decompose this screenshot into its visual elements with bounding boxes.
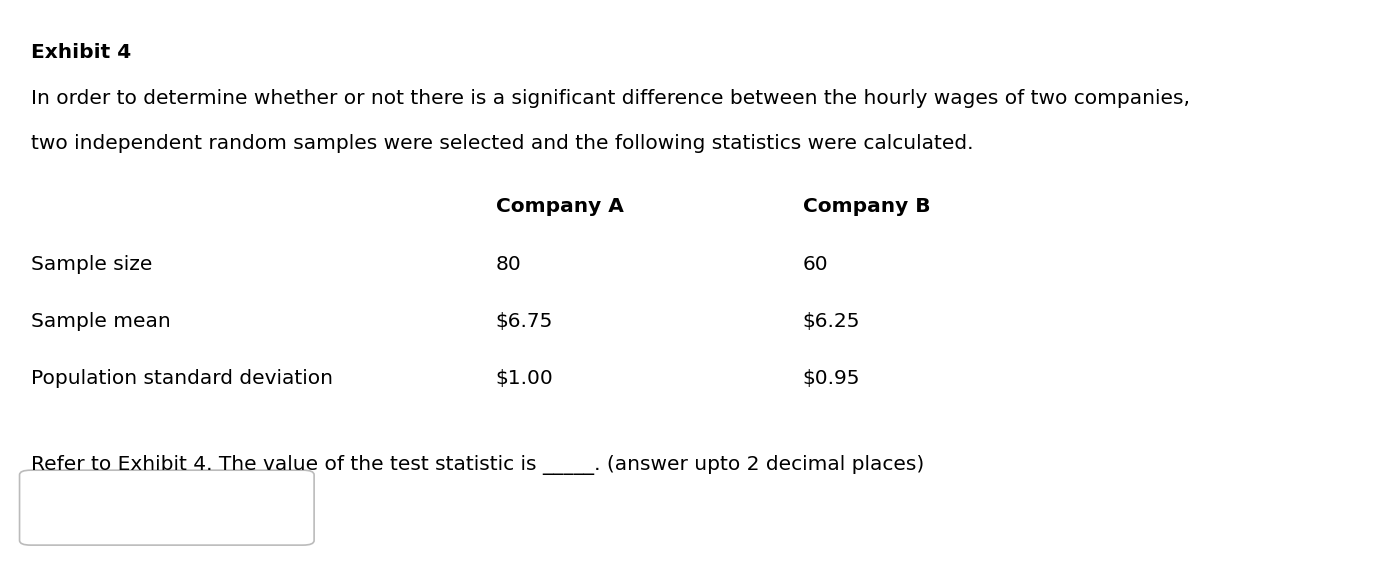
- Text: Population standard deviation: Population standard deviation: [31, 369, 332, 388]
- Text: Refer to Exhibit 4. The value of the test statistic is _____. (answer upto 2 dec: Refer to Exhibit 4. The value of the tes…: [31, 455, 924, 475]
- Text: Sample mean: Sample mean: [31, 312, 170, 331]
- Text: $1.00: $1.00: [496, 369, 553, 388]
- FancyBboxPatch shape: [20, 470, 314, 545]
- Text: $0.95: $0.95: [803, 369, 860, 388]
- Text: Sample size: Sample size: [31, 255, 152, 273]
- Text: $6.25: $6.25: [803, 312, 860, 331]
- Text: Company A: Company A: [496, 197, 624, 216]
- Text: In order to determine whether or not there is a significant difference between t: In order to determine whether or not the…: [31, 89, 1189, 108]
- Text: two independent random samples were selected and the following statistics were c: two independent random samples were sele…: [31, 134, 973, 153]
- Text: 60: 60: [803, 255, 828, 273]
- Text: Company B: Company B: [803, 197, 930, 216]
- Text: Exhibit 4: Exhibit 4: [31, 43, 131, 62]
- Text: 80: 80: [496, 255, 521, 273]
- Text: $6.75: $6.75: [496, 312, 553, 331]
